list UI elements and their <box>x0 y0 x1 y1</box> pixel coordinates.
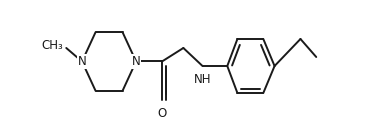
Text: N: N <box>78 55 86 68</box>
Text: O: O <box>158 107 166 120</box>
Text: N: N <box>132 55 140 68</box>
Text: NH: NH <box>194 73 211 86</box>
Text: CH₃: CH₃ <box>41 39 63 52</box>
